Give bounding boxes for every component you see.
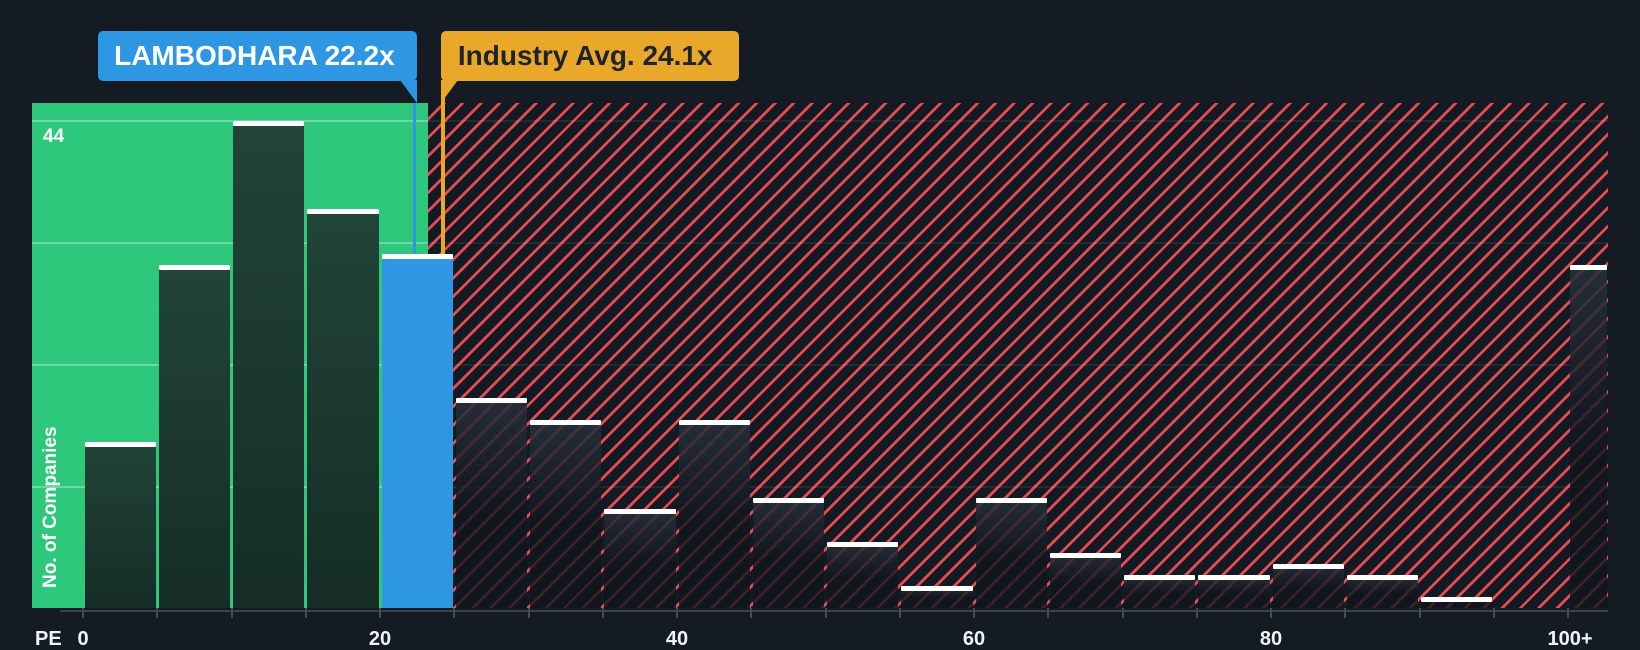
x-axis-title: PE (35, 628, 62, 650)
x-axis-tick (1492, 608, 1495, 618)
histogram-bar-5-10[interactable] (158, 264, 230, 609)
histogram-bar-80-85[interactable] (1272, 564, 1344, 609)
histogram-bar-65-70[interactable] (1049, 553, 1121, 609)
histogram-bar-90-95[interactable] (1421, 597, 1493, 609)
industry-avg-marker-line (440, 81, 445, 254)
x-axis-tick (453, 608, 456, 618)
x-axis-tick-label-40: 40 (665, 628, 689, 650)
x-axis-tick (1121, 608, 1124, 618)
y-axis-title: No. of Companies (40, 426, 61, 588)
x-axis-tick (1567, 608, 1569, 618)
x-axis-tick (1270, 608, 1272, 618)
x-axis-tick (973, 608, 975, 618)
x-axis-tick (824, 608, 827, 618)
x-axis-tick (1195, 608, 1198, 618)
company-pe-callout: LAMBODHARA 22.2x (98, 31, 417, 81)
x-axis-tick (304, 608, 307, 618)
x-axis-tick (1047, 608, 1050, 618)
bar-top-cap (1346, 575, 1418, 581)
bar-top-cap (233, 120, 305, 126)
x-axis-line (60, 610, 1608, 612)
x-axis-tick (527, 608, 530, 618)
bar-top-cap (975, 497, 1047, 503)
bar-top-cap (455, 397, 527, 403)
x-axis-tick-label-80: 80 (1259, 628, 1283, 650)
bar-top-cap (1272, 564, 1344, 570)
histogram-bar-45-50[interactable] (752, 497, 824, 609)
bar-top-cap (1421, 597, 1493, 603)
histogram-bar-60-65[interactable] (975, 497, 1047, 609)
histogram-bar-35-40[interactable] (604, 508, 676, 609)
x-axis-tick (1344, 608, 1347, 618)
bar-top-cap (827, 541, 899, 547)
bar-top-cap (381, 253, 453, 259)
x-axis-tick (1418, 608, 1421, 618)
bar-top-cap (307, 209, 379, 215)
bar-top-cap (84, 442, 156, 448)
bar-top-cap (1049, 553, 1121, 559)
histogram-bar-100+[interactable] (1569, 264, 1607, 609)
y-max-gridline-label: 44 (43, 126, 65, 147)
x-axis-tick (82, 608, 84, 618)
bar-top-cap (530, 420, 602, 426)
bar-top-cap (1569, 264, 1607, 270)
bar-top-cap (1198, 575, 1270, 581)
industry-avg-callout: Industry Avg. 24.1x (440, 31, 739, 81)
histogram-bar-70-75[interactable] (1124, 575, 1196, 609)
industry-callout-pointer (440, 80, 458, 103)
red-hatch-zone-background (428, 103, 1608, 608)
x-axis-tick (898, 608, 901, 618)
histogram-bar-55-60[interactable] (901, 586, 973, 609)
histogram-bar-40-45[interactable] (678, 420, 750, 609)
histogram-bar-25-30[interactable] (455, 397, 527, 609)
bar-top-cap (158, 264, 230, 270)
histogram-bar-50-55[interactable] (827, 541, 899, 609)
histogram-bar-30-35[interactable] (530, 420, 602, 609)
x-axis-tick (156, 608, 159, 618)
x-axis-tick-label-60: 60 (962, 628, 986, 650)
histogram-bar-0-5[interactable] (84, 442, 156, 609)
bar-top-cap (678, 420, 750, 426)
bar-top-cap (901, 586, 973, 592)
histogram-bar-20-25[interactable] (381, 253, 453, 609)
bar-top-cap (604, 508, 676, 514)
histogram-bar-10-15[interactable] (233, 120, 305, 609)
x-axis-tick (750, 608, 753, 618)
x-axis-tick-label-100+: 100+ (1547, 628, 1593, 650)
x-axis-tick (676, 608, 678, 618)
bar-top-cap (1124, 575, 1196, 581)
histogram-bar-15-20[interactable] (307, 209, 379, 609)
histogram-bar-85-90[interactable] (1346, 575, 1418, 609)
bar-top-cap (752, 497, 824, 503)
histogram-bar-75-80[interactable] (1198, 575, 1270, 609)
x-axis-tick (230, 608, 233, 618)
company-pe-marker-line (412, 103, 416, 254)
x-axis-tick (379, 608, 381, 618)
x-axis-tick (601, 608, 604, 618)
x-axis-tick-label-0: 0 (77, 628, 89, 650)
x-axis-tick-label-20: 20 (368, 628, 392, 650)
company-callout-pointer (399, 80, 417, 103)
